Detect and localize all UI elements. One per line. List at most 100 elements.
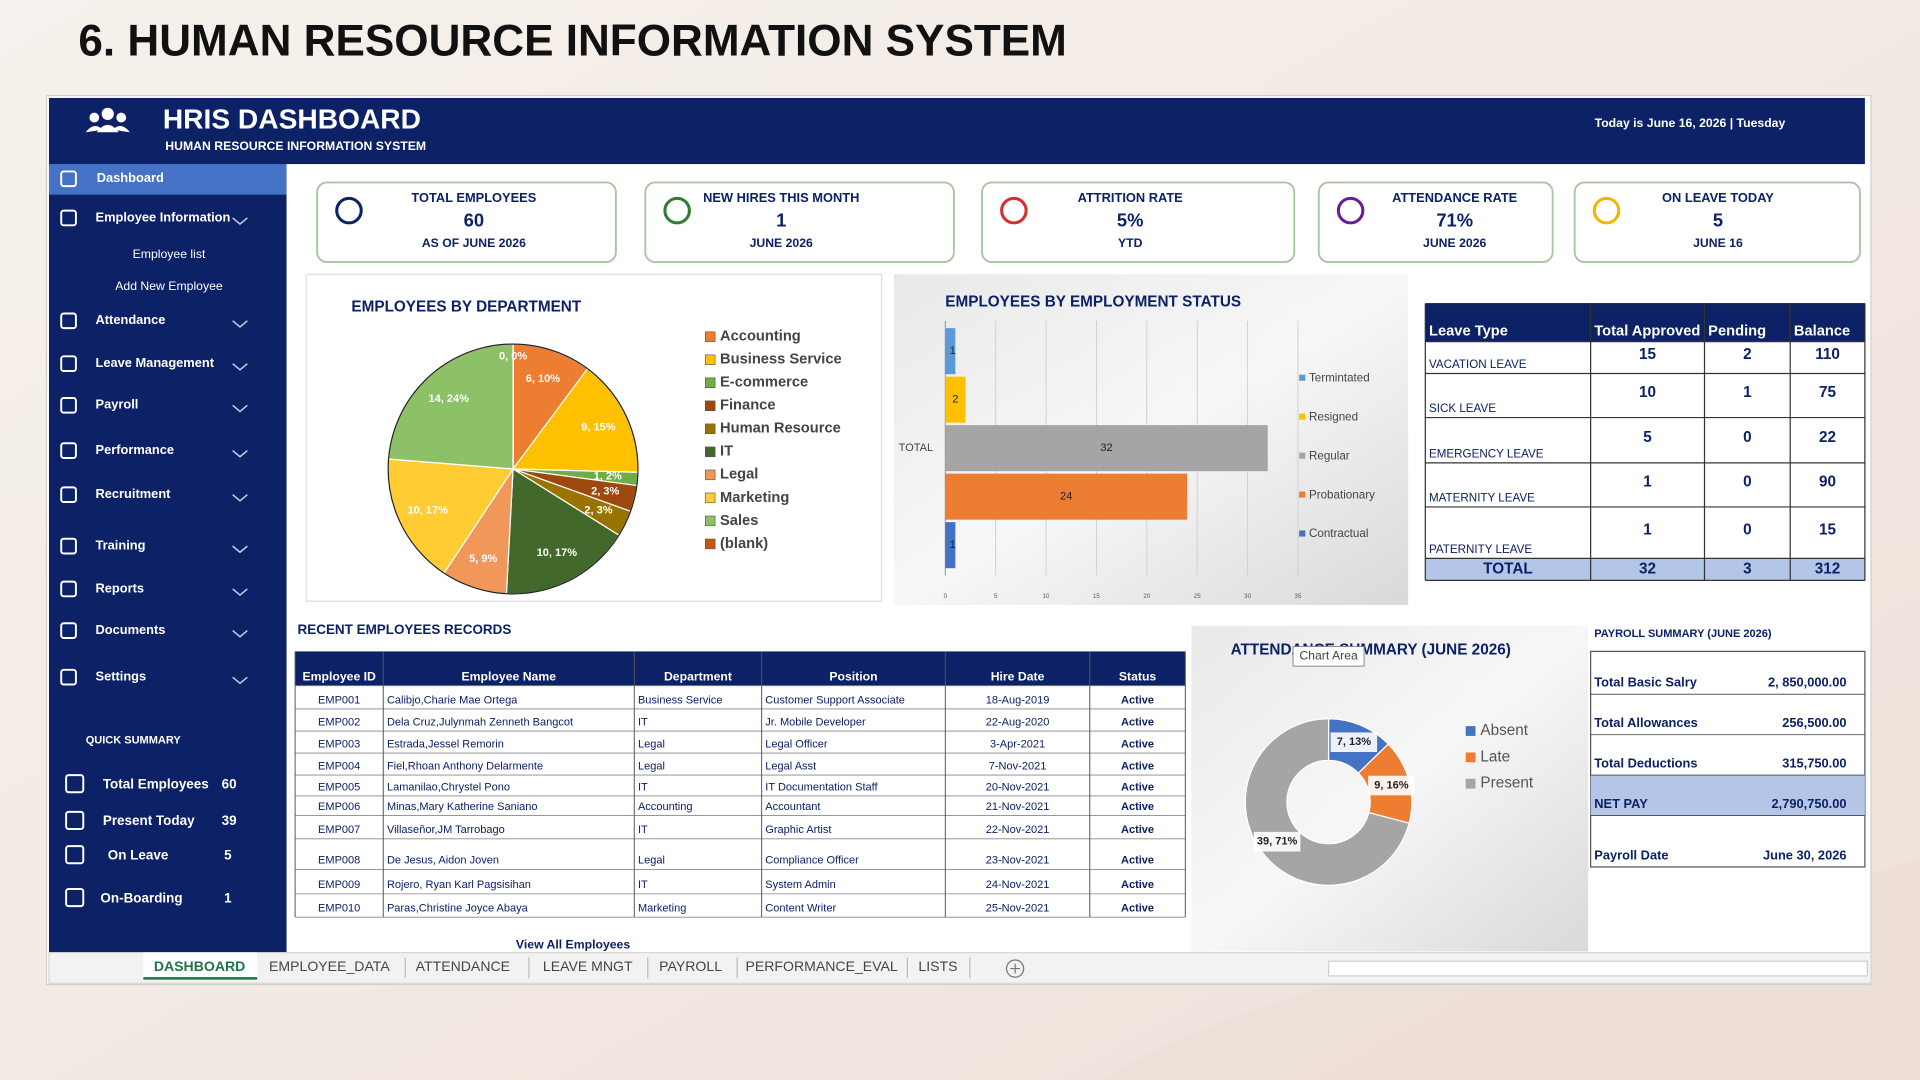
summary-label: Present Today xyxy=(103,813,195,828)
legend-label: Contractual xyxy=(1309,527,1368,540)
summary-value: 1 xyxy=(224,890,232,905)
submenu-item[interactable]: Add New Employee xyxy=(115,279,223,293)
table-cell: 110 xyxy=(1815,346,1840,363)
menu-item[interactable]: Employee Information xyxy=(96,209,231,224)
sheet-tab[interactable]: DASHBOARD xyxy=(154,958,246,974)
x-tick-label: 15 xyxy=(1093,593,1100,600)
sheet-tab[interactable]: PERFORMANCE_EVAL xyxy=(745,958,897,974)
legend-label: Present xyxy=(1480,775,1533,792)
data-label: 10, 17% xyxy=(407,504,448,516)
chevron xyxy=(232,363,248,371)
legend-swatch xyxy=(1299,452,1306,459)
table-cell: 1 xyxy=(1743,384,1752,401)
table-cell: Active xyxy=(1121,738,1154,750)
table-cell: Content Writer xyxy=(765,902,836,914)
legend-swatch xyxy=(705,492,716,504)
table-cell: 90 xyxy=(1819,473,1836,490)
menu-icon xyxy=(60,622,77,639)
legend-swatch xyxy=(705,354,716,365)
menu-item[interactable]: Leave Management xyxy=(96,355,215,370)
kpi-card xyxy=(644,181,955,263)
legend-label: Absent xyxy=(1480,722,1528,739)
table-cell: EMP002 xyxy=(318,716,360,728)
legend-label: Finance xyxy=(720,398,776,414)
table-cell: 0 xyxy=(1743,473,1752,490)
add-sheet[interactable] xyxy=(1005,959,1025,978)
legend-label: Probationary xyxy=(1309,488,1375,501)
menu-item[interactable]: Settings xyxy=(96,669,147,684)
table-cell: Rojero, Ryan Karl Pagsisihan xyxy=(387,879,531,891)
data-label: 39, 71% xyxy=(1257,836,1298,848)
table-cell: EMP005 xyxy=(318,781,360,793)
column-header: Employee Name xyxy=(462,669,557,683)
chart-title: ATTENDANCE SUMMARY (JUNE 2026) xyxy=(1231,641,1511,658)
menu-item[interactable]: Attendance xyxy=(96,312,166,327)
legend-swatch xyxy=(1299,413,1306,420)
menu-item[interactable]: Payroll xyxy=(96,397,139,412)
legend-swatch xyxy=(705,377,716,388)
kpi-label: ATTRITION RATE xyxy=(1078,190,1184,205)
chevron xyxy=(232,320,248,328)
table-cell: Active xyxy=(1121,781,1154,793)
table-cell: Active xyxy=(1121,902,1154,914)
table-cell: 5 xyxy=(1643,429,1652,446)
sheet-tab[interactable]: LISTS xyxy=(918,958,957,974)
menu-item[interactable]: Training xyxy=(96,538,146,553)
sheet-tab[interactable]: PAYROLL xyxy=(659,958,722,974)
column-header: Leave Type xyxy=(1429,324,1508,340)
legend-swatch xyxy=(705,423,716,435)
summary-icon xyxy=(65,774,85,794)
payroll-value: 315,750.00 xyxy=(1782,755,1846,770)
data-label: 10, 17% xyxy=(537,547,578,559)
menu-icon xyxy=(60,396,77,414)
legend-swatch xyxy=(705,515,716,527)
kpi-value: 60 xyxy=(464,209,484,230)
summary-icon xyxy=(65,888,85,908)
summary-label: Total Employees xyxy=(103,776,209,791)
chart-title: EMPLOYEES BY EMPLOYMENT STATUS xyxy=(945,293,1241,310)
table-cell: IT xyxy=(638,781,648,793)
data-label-box xyxy=(1253,831,1301,852)
link[interactable]: View All Employees xyxy=(516,938,630,952)
kpi-card xyxy=(981,181,1296,263)
table-cell: PATERNITY LEAVE xyxy=(1429,543,1532,556)
kpi-label: TOTAL EMPLOYEES xyxy=(411,190,536,205)
table-cell: Dela Cruz,Julynmah Zenneth Bangcot xyxy=(387,716,573,728)
submenu-item[interactable]: Employee list xyxy=(133,247,206,261)
table-cell: SICK LEAVE xyxy=(1429,402,1496,415)
payroll-value: 2, 850,000.00 xyxy=(1768,675,1847,690)
sheet-tab[interactable]: ATTENDANCE xyxy=(416,958,510,974)
chevron xyxy=(232,217,248,226)
table-cell: EMP007 xyxy=(318,824,360,836)
data-label: 24 xyxy=(1060,491,1072,503)
table-cell: EMP008 xyxy=(318,855,360,867)
chart-title: EMPLOYEES BY DEPARTMENT xyxy=(351,298,581,315)
table-cell: EMP006 xyxy=(318,801,360,813)
active-tab xyxy=(143,952,258,980)
tooltip: Chart Area xyxy=(1299,649,1358,663)
table-cell: Villaseñor,JM Tarrobago xyxy=(387,824,505,836)
table-cell: Active xyxy=(1121,824,1154,836)
total-cell: 312 xyxy=(1815,560,1841,577)
data-label: 5, 9% xyxy=(469,553,497,565)
menu-item[interactable]: Dashboard xyxy=(97,170,164,185)
table-cell: 10 xyxy=(1639,384,1656,401)
legend-label: Legal xyxy=(720,467,758,483)
column-header: Total Approved xyxy=(1594,324,1700,340)
legend-swatch xyxy=(1299,374,1306,381)
menu-item[interactable]: Documents xyxy=(96,622,166,637)
sheet-tab[interactable]: LEAVE MNGT xyxy=(543,958,633,974)
x-tick-label: 30 xyxy=(1244,593,1251,600)
table-cell: Paras,Christine Joyce Abaya xyxy=(387,902,529,914)
menu-item[interactable]: Performance xyxy=(96,442,175,457)
menu-item[interactable]: Reports xyxy=(96,580,145,595)
kpi-label: NEW HIRES THIS MONTH xyxy=(703,190,859,205)
column-header: Department xyxy=(664,669,732,683)
quick-summary-title: QUICK SUMMARY xyxy=(86,735,182,747)
sheet-tab[interactable]: EMPLOYEE_DATA xyxy=(269,958,390,974)
legend-label: IT xyxy=(720,444,733,460)
table-cell: Accountant xyxy=(765,801,820,813)
data-label: 1 xyxy=(950,345,956,357)
menu-item[interactable]: Recruitment xyxy=(96,486,172,501)
summary-label: On-Boarding xyxy=(100,890,182,905)
